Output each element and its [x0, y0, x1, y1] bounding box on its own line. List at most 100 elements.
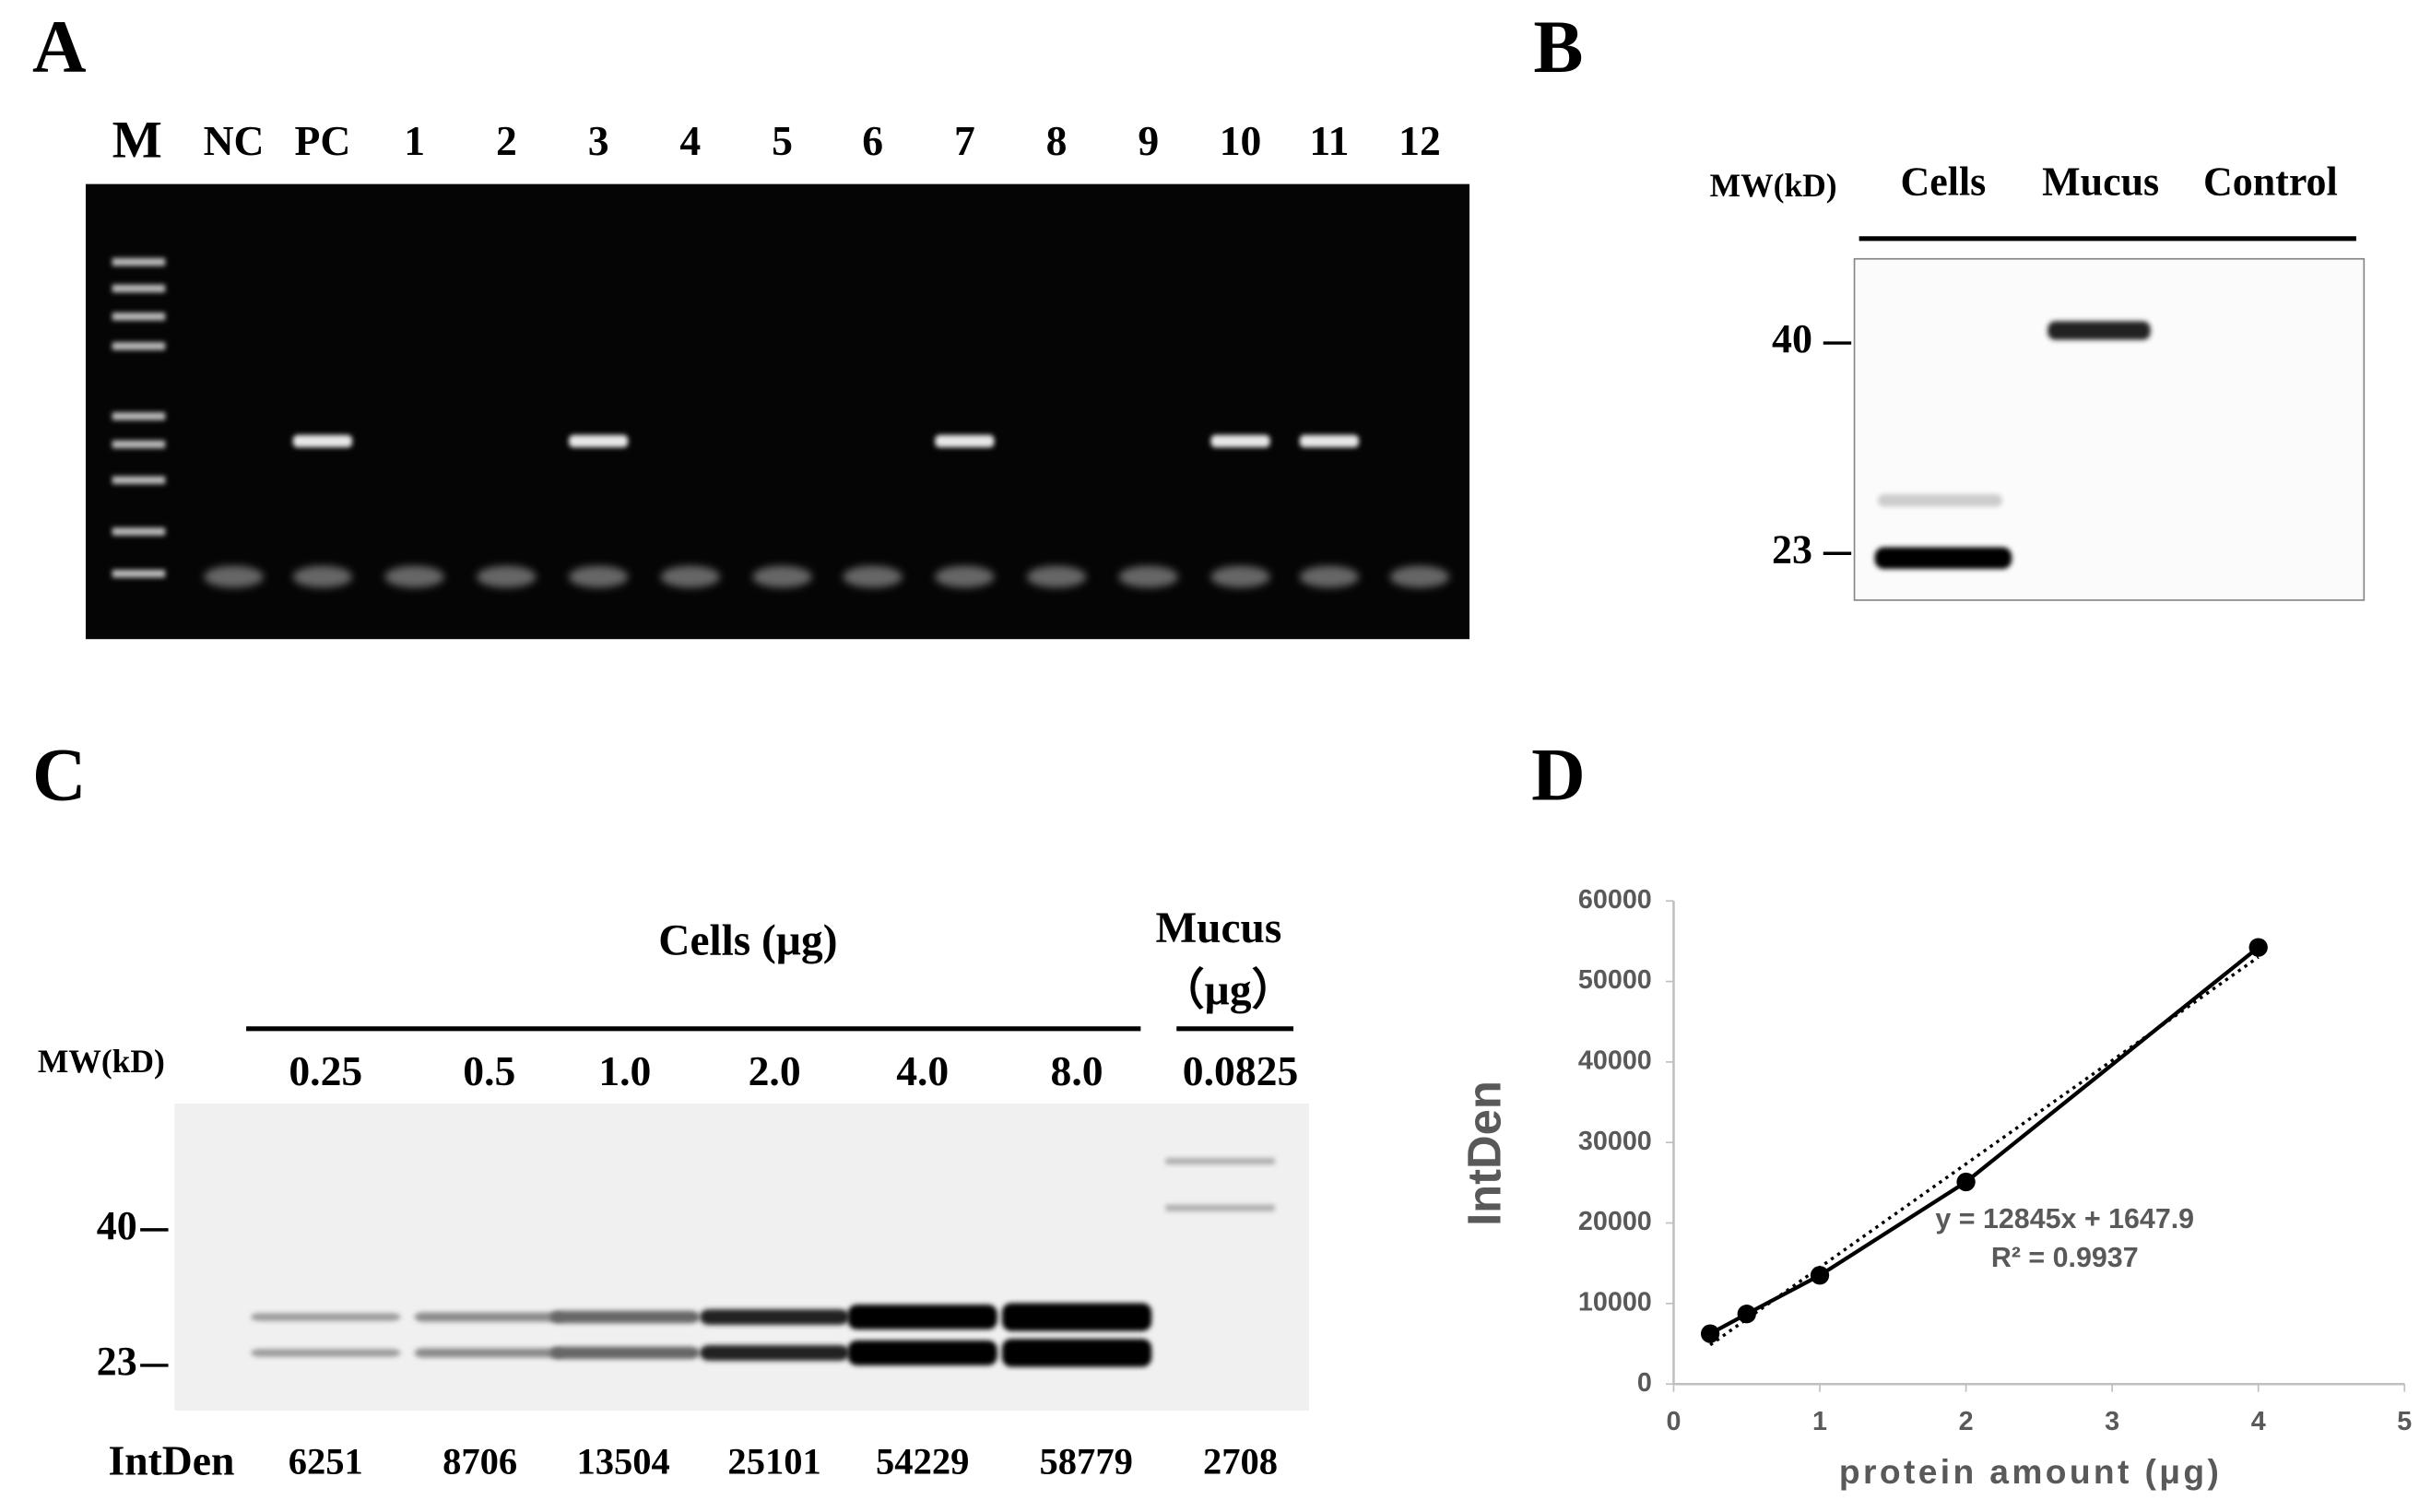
trendline-equation: y = 12845x + 1647.9 [1935, 1203, 2194, 1234]
lane-label: 5 [772, 117, 793, 164]
ladder-band [112, 313, 166, 321]
primer-band [568, 565, 629, 588]
intden-value: 6251 [289, 1440, 363, 1482]
lane-label: 1 [404, 117, 425, 164]
data-point [1956, 1172, 1976, 1192]
data-point [1810, 1266, 1830, 1285]
gel-band [935, 434, 995, 448]
blot-band [251, 1349, 401, 1357]
blot-band [2047, 321, 2151, 340]
intden-value: 13504 [576, 1440, 669, 1482]
lane-label: 10 [1220, 117, 1262, 164]
blot-band [1001, 1339, 1152, 1367]
lane-label: 9 [1138, 117, 1159, 164]
mw-header: MW(kD) [38, 1043, 165, 1080]
primer-band [843, 565, 903, 588]
data-point [1737, 1305, 1756, 1324]
y-tick-label: 30000 [1578, 1127, 1652, 1156]
primer-band [1026, 565, 1087, 588]
primer-band [1210, 565, 1270, 588]
ladder-band [112, 440, 166, 449]
primer-band [935, 565, 995, 588]
x-tick-label: 4 [2251, 1407, 2266, 1436]
mw-marker: 40 [1772, 316, 1812, 361]
intden-value: 54229 [876, 1440, 969, 1482]
x-tick-label: 3 [2105, 1407, 2119, 1436]
lane-label: 3 [588, 117, 609, 164]
y-axis-title: IntDen [1458, 1081, 1511, 1226]
blot-band [1001, 1303, 1152, 1331]
blot-band [549, 1310, 700, 1324]
data-line [1709, 945, 2260, 1336]
gel-band [292, 434, 353, 448]
blot-band [1874, 547, 2012, 570]
blot-band [414, 1348, 564, 1358]
ladder-band [112, 476, 166, 485]
ladder-band [112, 412, 166, 420]
lane-label: 7 [954, 117, 975, 164]
intden-label: IntDen [108, 1437, 234, 1484]
panel-label: D [1531, 733, 1586, 816]
lane-label: NC [204, 117, 265, 164]
ladder-band [112, 342, 166, 350]
intden-value: 58779 [1040, 1440, 1133, 1482]
blot-band [251, 1313, 401, 1321]
lane-label: Control [2203, 159, 2338, 204]
x-tick-label: 1 [1812, 1407, 1827, 1436]
blot-band [1165, 1158, 1275, 1164]
amount-label: 0.0825 [1183, 1047, 1298, 1094]
group-label: Mucus [1156, 904, 1282, 952]
primer-band [384, 565, 444, 588]
lane-label: Mucus [2042, 159, 2159, 204]
gel-band [568, 434, 629, 448]
amount-label: 2.0 [749, 1047, 801, 1094]
intden-value: 25101 [727, 1440, 820, 1482]
lane-label: 8 [1046, 117, 1068, 164]
lane-label: PC [294, 117, 350, 164]
amount-label: 4.0 [896, 1047, 949, 1094]
lane-label: 4 [679, 117, 701, 164]
amount-label: 0.5 [463, 1047, 515, 1094]
y-tick-label: 10000 [1578, 1287, 1652, 1317]
panel-label: C [32, 733, 87, 816]
blot-b [1853, 257, 2366, 601]
amount-label: 8.0 [1051, 1047, 1103, 1094]
y-tick-label: 40000 [1578, 1045, 1652, 1075]
y-tick-label: 20000 [1578, 1207, 1652, 1236]
lane-label: M [112, 112, 162, 170]
gel-a [85, 183, 1470, 640]
data-point [1700, 1324, 1720, 1343]
panel-label: B [1533, 6, 1583, 89]
blot-band [414, 1312, 564, 1322]
lane-label: 2 [496, 117, 517, 164]
blot-band [1165, 1204, 1275, 1211]
y-tick-label: 0 [1637, 1368, 1652, 1398]
x-tick-label: 2 [1959, 1407, 1974, 1436]
x-axis-title: protein amount (μg) [1839, 1452, 2222, 1491]
intden-value: 2708 [1203, 1440, 1278, 1482]
lane-label: 6 [862, 117, 883, 164]
primer-band [477, 565, 537, 588]
primer-band [1118, 565, 1178, 588]
ladder-band [112, 527, 166, 536]
primer-band [660, 565, 720, 588]
ladder-band [112, 569, 166, 578]
data-point [2248, 938, 2268, 957]
intden-value: 8706 [443, 1440, 517, 1482]
trendline [1709, 955, 2260, 1347]
x-tick-label: 5 [2397, 1407, 2412, 1436]
gel-band [1210, 434, 1270, 448]
primer-band [204, 565, 264, 588]
amount-label: 0.25 [289, 1047, 362, 1094]
panel-label: A [32, 6, 87, 89]
group-label: （µg） [1161, 966, 1295, 1014]
mw-header: MW(kD) [1710, 167, 1837, 204]
ladder-band [112, 284, 166, 293]
blot-band [847, 1305, 997, 1330]
trendline-r2: R² = 0.9937 [1991, 1242, 2139, 1273]
primer-band [752, 565, 812, 588]
y-tick-label: 60000 [1578, 885, 1652, 915]
lane-label: Cells [1901, 159, 1987, 204]
